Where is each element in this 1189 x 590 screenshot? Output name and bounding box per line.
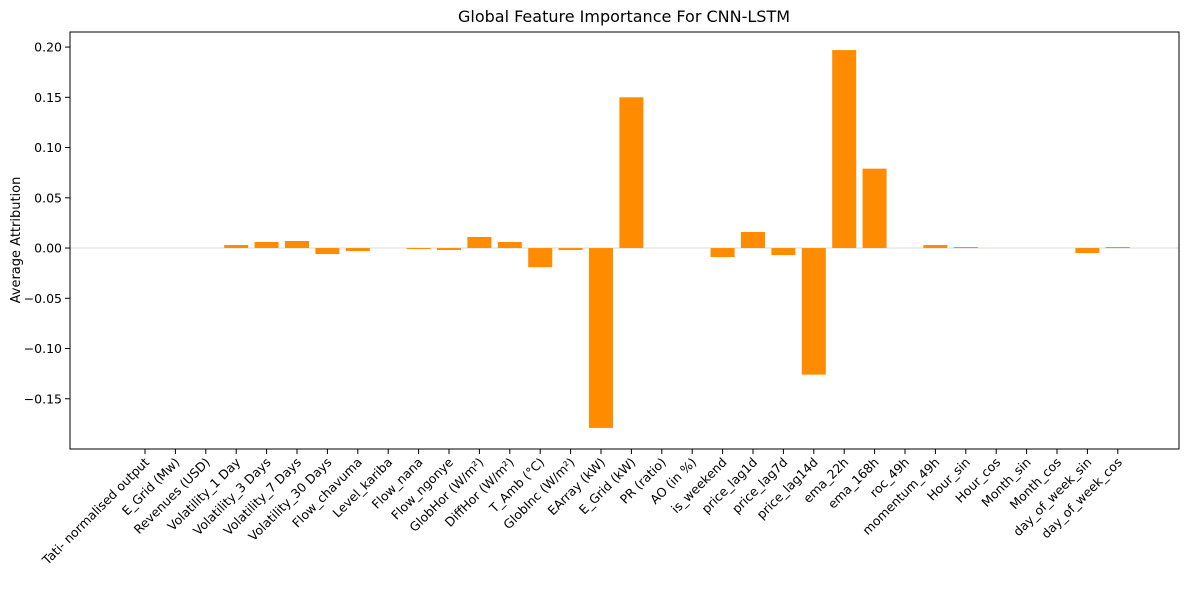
bar: [467, 236, 492, 249]
y-tick-label: 0.05: [34, 190, 62, 205]
bar: [1075, 248, 1100, 254]
y-tick-label: 0.00: [34, 241, 62, 256]
bar: [345, 248, 370, 252]
bar: [832, 50, 857, 249]
plot-frame: [69, 31, 1180, 450]
bar: [741, 231, 765, 249]
chart-title: Global Feature Importance For CNN-LSTM: [458, 7, 790, 26]
bar: [224, 245, 249, 249]
bar: [923, 245, 948, 249]
bar: [771, 248, 796, 256]
y-axis-label: Average Attribution: [9, 177, 24, 304]
bar: [285, 241, 309, 249]
bar: [315, 248, 340, 255]
y-ticks-layer: −0.15 −0.10 −0.05 0.00 0.05 0.10 0.15 0.20: [24, 40, 70, 406]
y-tick-label: −0.10: [24, 341, 62, 356]
bar: [953, 247, 978, 249]
y-tick-label: −0.15: [24, 391, 62, 406]
y-tick-label: 0.10: [34, 140, 62, 155]
bar: [862, 168, 887, 249]
bar: [710, 248, 735, 258]
bar: [254, 242, 279, 249]
bar: [406, 248, 431, 250]
bar: [619, 97, 644, 249]
y-tick-label: −0.05: [24, 291, 62, 306]
bar: [589, 248, 613, 428]
bar: [528, 248, 553, 268]
bar: [437, 248, 461, 251]
y-tick-label: 0.20: [34, 40, 62, 55]
y-tick-label: 0.15: [34, 90, 62, 105]
bar: [558, 248, 583, 251]
bar: [497, 242, 522, 249]
bar: [801, 248, 826, 375]
bars-layer: [224, 50, 1130, 428]
bar: [1105, 247, 1130, 249]
